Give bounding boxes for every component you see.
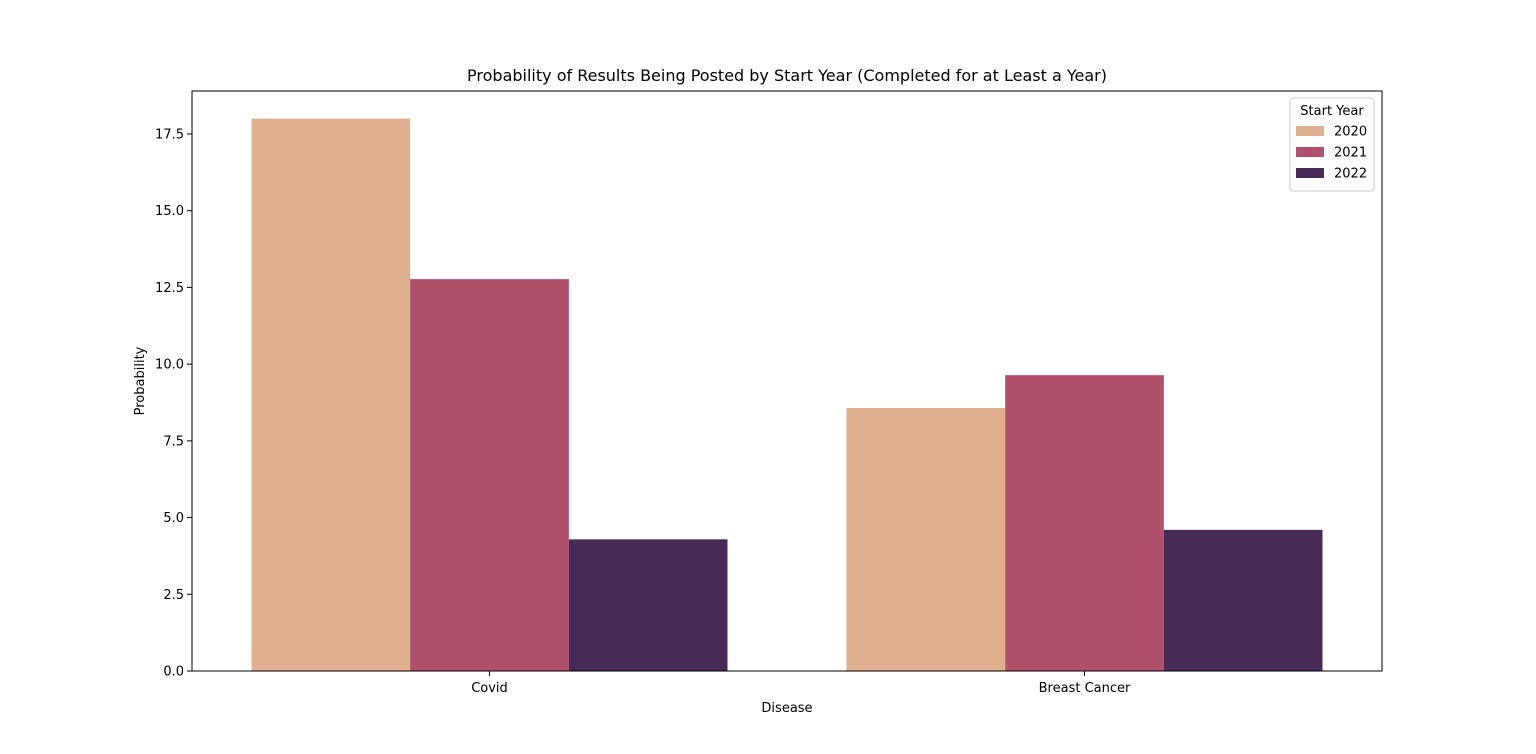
legend-swatch-2020 <box>1296 126 1324 136</box>
legend-label-2022: 2022 <box>1334 167 1367 182</box>
x-axis: Covid Breast Cancer <box>471 671 1131 696</box>
bar-2021-covid <box>410 279 569 671</box>
y-axis: 0.0 2.5 5.0 7.5 10.0 12.5 15.0 17.5 <box>155 127 192 680</box>
y-tick-label: 15.0 <box>155 204 184 219</box>
legend-label-2021: 2021 <box>1334 146 1367 161</box>
chart-title: Probability of Results Being Posted by S… <box>467 66 1107 85</box>
legend-label-2020: 2020 <box>1334 125 1367 140</box>
bars-group <box>251 118 1323 672</box>
y-tick-label: 0.0 <box>163 665 184 680</box>
y-tick-label: 2.5 <box>163 588 184 603</box>
x-tick-label: Breast Cancer <box>1039 681 1131 696</box>
bar-2022-covid <box>568 539 728 671</box>
y-axis-label: Probability <box>133 346 148 415</box>
y-tick-label: 17.5 <box>155 127 184 142</box>
y-tick-label: 7.5 <box>163 434 184 449</box>
bar-2021-breast-cancer <box>1005 375 1164 671</box>
bar-2020-covid <box>251 118 411 672</box>
legend-swatch-2022 <box>1296 168 1324 178</box>
bar-2022-breast-cancer <box>1163 529 1323 671</box>
x-tick-label: Covid <box>471 681 508 696</box>
bar-2020-breast-cancer <box>846 408 1006 671</box>
legend: Start Year 2020 2021 2022 <box>1289 97 1375 192</box>
legend-box <box>1289 97 1375 192</box>
y-tick-label: 5.0 <box>163 511 184 526</box>
x-axis-label: Disease <box>761 701 812 716</box>
y-tick-label: 12.5 <box>155 281 184 296</box>
legend-title: Start Year <box>1300 104 1364 119</box>
y-tick-label: 10.0 <box>155 358 184 373</box>
plot-frame <box>191 90 1383 672</box>
legend-swatch-2021 <box>1296 147 1324 157</box>
